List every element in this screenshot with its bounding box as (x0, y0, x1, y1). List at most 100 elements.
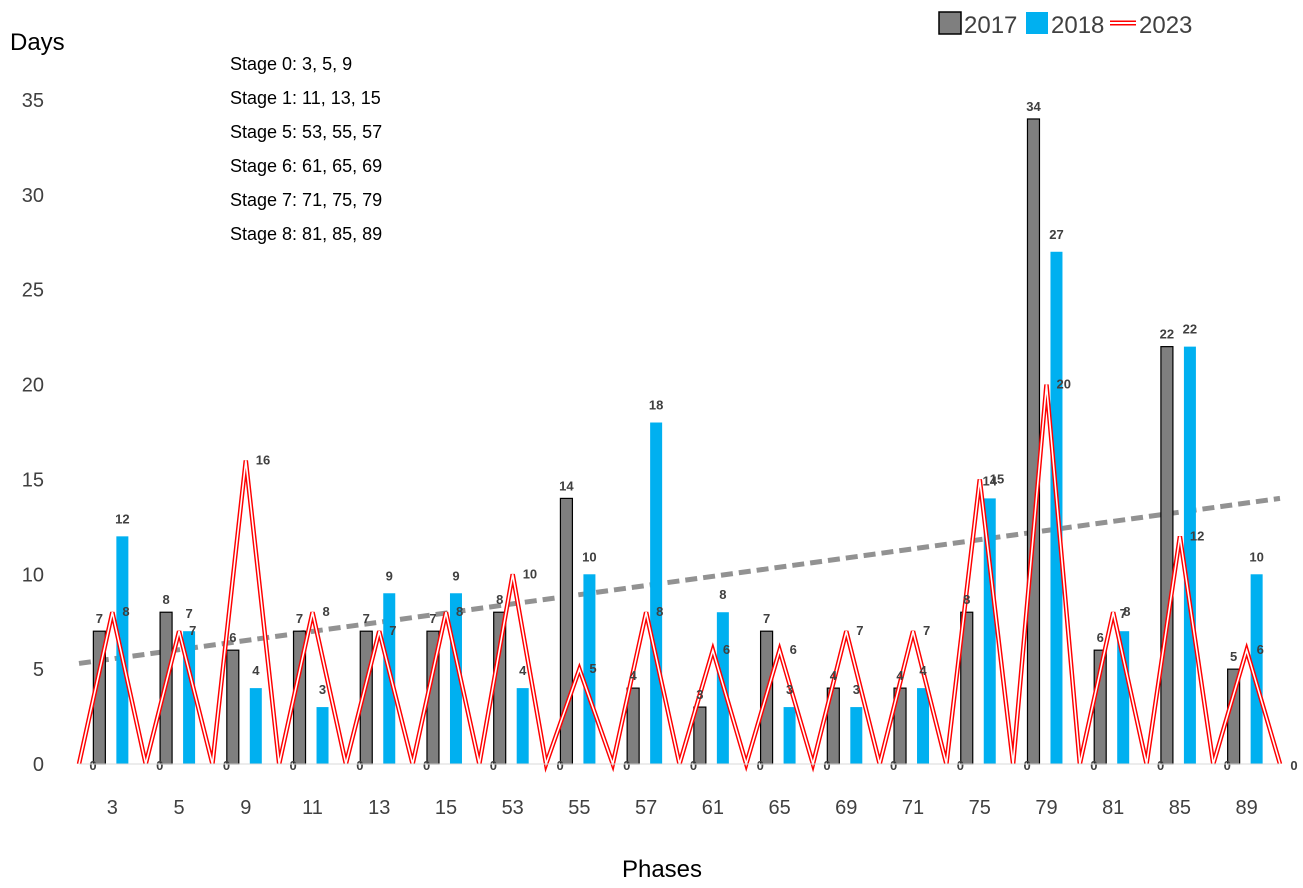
x-tick-label: 57 (635, 797, 657, 819)
y-tick-label: 5 (33, 659, 44, 681)
data-label-2023: 7 (189, 623, 196, 638)
bar-2018 (516, 688, 529, 764)
stage-annotation: Stage 0: 3, 5, 9 (230, 54, 352, 74)
bars-layer (92, 118, 1263, 765)
bar-2017 (1026, 118, 1041, 765)
data-label-2023-zero: 0 (757, 758, 764, 773)
x-tick-label: 71 (902, 797, 924, 819)
bar-2017 (1160, 346, 1174, 765)
data-label-2017: 6 (1097, 630, 1104, 645)
data-label-2017: 4 (896, 668, 904, 683)
data-label-2023-zero: 0 (223, 758, 230, 773)
data-label-2023-zero: 0 (89, 758, 96, 773)
data-label-2017: 22 (1160, 327, 1174, 342)
legend-label-2017: 2017 (964, 12, 1017, 39)
data-label-2017: 14 (559, 478, 574, 493)
bar-2018 (1250, 574, 1263, 764)
data-label-2023: 8 (323, 604, 330, 619)
stage-annotation: Stage 8: 81, 85, 89 (230, 224, 382, 244)
data-label-2023-zero: 0 (690, 758, 697, 773)
x-tick-label: 55 (568, 797, 590, 819)
y-tick-label: 10 (22, 564, 44, 586)
y-tick-label: 35 (22, 90, 44, 112)
stage-annotation: Stage 6: 61, 65, 69 (230, 156, 382, 176)
data-label-2023-zero: 0 (623, 758, 630, 773)
data-label-2023-zero: 0 (1290, 758, 1297, 773)
data-label-2017: 5 (1230, 649, 1237, 664)
x-tick-label: 53 (502, 797, 524, 819)
bar-2018 (917, 688, 930, 764)
data-label-2017: 4 (830, 668, 838, 683)
data-label-2023: 5 (589, 661, 596, 676)
data-label-2018: 22 (1183, 322, 1197, 337)
data-label-2018: 3 (853, 682, 860, 697)
x-tick-label: 5 (174, 797, 185, 819)
data-label-2018: 14 (983, 473, 998, 488)
data-label-2023-zero: 0 (356, 758, 363, 773)
stage-annotation: Stage 5: 53, 55, 57 (230, 122, 382, 142)
data-label-2023-zero: 0 (423, 758, 430, 773)
bar-2017 (226, 649, 240, 765)
data-label-2017: 8 (963, 592, 970, 607)
y-tick-label: 25 (22, 280, 44, 302)
trendline (78, 495, 1281, 666)
data-label-2023: 7 (923, 623, 930, 638)
y-tick-label: 30 (22, 185, 44, 207)
data-label-2023-zero: 0 (156, 758, 163, 773)
data-label-2023: 6 (1257, 642, 1264, 657)
data-label-2017: 8 (162, 592, 169, 607)
data-label-2023-zero: 0 (957, 758, 964, 773)
bar-2018 (249, 688, 262, 764)
legend-swatch-2017 (938, 11, 962, 35)
x-axis-title: Phases (622, 856, 702, 883)
data-label-2023: 8 (456, 604, 463, 619)
y-tick-label: 15 (22, 469, 44, 491)
data-label-2023: 7 (856, 623, 863, 638)
y-tick-label: 20 (22, 375, 44, 397)
bar-2018 (316, 707, 329, 764)
data-label-2017: 3 (696, 687, 703, 702)
data-label-2023: 20 (1056, 377, 1070, 392)
data-label-2023: 8 (122, 604, 129, 619)
x-tick-label: 61 (702, 797, 724, 819)
data-label-2018: 7 (185, 606, 192, 621)
x-tick-label: 3 (107, 797, 118, 819)
data-label-2023-zero: 0 (823, 758, 830, 773)
x-tick-label: 85 (1169, 797, 1191, 819)
bar-2018 (650, 422, 663, 764)
data-label-2023: 10 (523, 566, 537, 581)
x-tick-label: 89 (1236, 797, 1258, 819)
trendline-layer (78, 495, 1281, 666)
legend-label-2023: 2023 (1139, 12, 1192, 39)
data-label-2023: 8 (1123, 604, 1130, 619)
data-label-2018: 3 (319, 682, 326, 697)
data-label-2018: 10 (1249, 549, 1263, 564)
data-label-2023-zero: 0 (490, 758, 497, 773)
data-label-2018: 3 (786, 682, 793, 697)
data-label-2023-zero: 0 (1090, 758, 1097, 773)
data-label-2023-zero: 0 (890, 758, 897, 773)
data-label-2018: 8 (719, 587, 726, 602)
data-label-2018: 4 (919, 663, 927, 678)
legend: 2017 2018 2023 (938, 11, 1192, 39)
data-label-2017: 7 (296, 611, 303, 626)
data-label-2023: 6 (790, 642, 797, 657)
bar-2018 (983, 498, 996, 764)
data-label-2023-zero: 0 (1224, 758, 1231, 773)
data-label-2023-zero: 0 (556, 758, 563, 773)
stage-annotations: Stage 0: 3, 5, 9 Stage 1: 11, 13, 15 Sta… (230, 54, 382, 244)
data-label-2018: 27 (1049, 227, 1063, 242)
data-label-2017: 7 (96, 611, 103, 626)
bar-2018 (850, 707, 863, 764)
data-label-2017: 34 (1026, 99, 1041, 114)
x-tick-label: 9 (240, 797, 251, 819)
bar-2018 (583, 574, 596, 764)
data-label-2017: 6 (229, 630, 236, 645)
data-label-2023-zero: 0 (290, 758, 297, 773)
y-axis-title: Days (10, 29, 65, 56)
data-label-2023: 6 (723, 642, 730, 657)
x-tick-label: 15 (435, 797, 457, 819)
x-tick-label: 69 (835, 797, 857, 819)
data-label-2023-zero: 0 (1157, 758, 1164, 773)
